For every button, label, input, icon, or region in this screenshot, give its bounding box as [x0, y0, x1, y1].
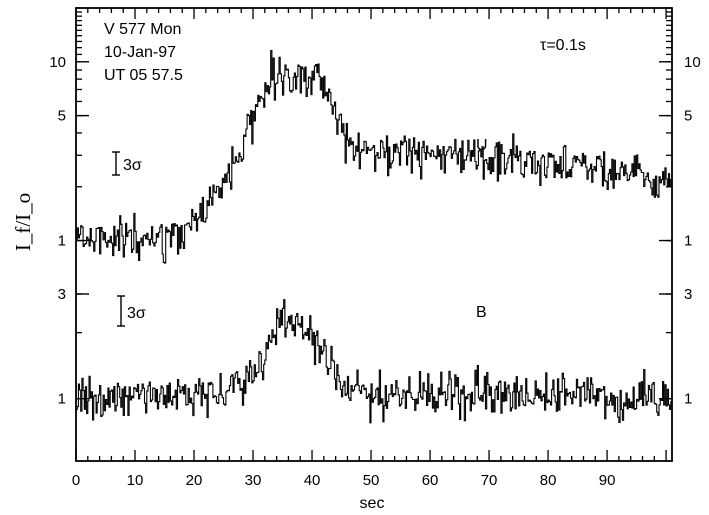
- ut-label: UT 05 57.5: [104, 67, 183, 84]
- x-tick-label: 80: [540, 472, 557, 489]
- x-tick-label: 30: [245, 472, 262, 489]
- x-tick-label: 20: [186, 472, 203, 489]
- series-line-b: [75, 299, 672, 424]
- series-label-b: B: [476, 304, 487, 321]
- x-tick-label: 70: [481, 472, 498, 489]
- y-tick-label-left: 1: [58, 391, 66, 408]
- y-tick-label-left: 5: [58, 108, 66, 125]
- y-tick-label-left: 10: [49, 54, 66, 71]
- x-axis-title: sec: [360, 495, 385, 512]
- error-bar-label-u: 3σ: [123, 157, 142, 174]
- series-label-u: U: [476, 137, 488, 154]
- y-tick-label-right: 10: [684, 54, 701, 71]
- x-tick-label: 60: [422, 472, 439, 489]
- error-bar-label-b: 3σ: [127, 305, 146, 322]
- object-label: V 577 Mon: [104, 21, 181, 38]
- error-bar-b: [117, 295, 125, 327]
- y-tick-label-left: 1: [58, 233, 66, 250]
- x-tick-label: 0: [72, 472, 80, 489]
- y-tick-label-right: 1: [684, 391, 692, 408]
- series-line-u: [75, 49, 672, 264]
- y-tick-label-right: 3: [684, 286, 692, 303]
- tau-label: τ=0.1s: [540, 37, 586, 54]
- x-tick-label: 90: [599, 472, 616, 489]
- y-axis-title: I_f/I_o: [11, 193, 35, 251]
- error-bar-u: [112, 151, 120, 176]
- x-tick-label: 40: [304, 472, 321, 489]
- y-tick-label-right: 1: [684, 233, 692, 250]
- x-tick-label: 50: [363, 472, 380, 489]
- x-tick-label: 10: [127, 472, 144, 489]
- y-tick-label-right: 5: [684, 108, 692, 125]
- y-tick-label-left: 3: [58, 286, 66, 303]
- date-label: 10-Jan-97: [104, 44, 176, 61]
